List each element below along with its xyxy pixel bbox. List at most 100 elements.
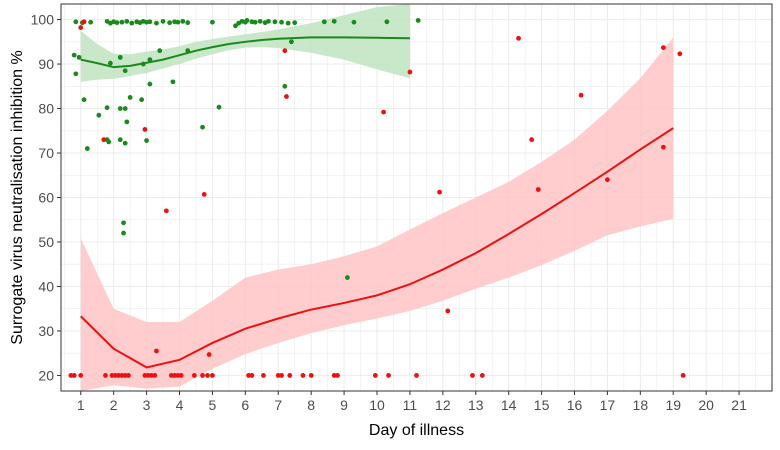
red-data-point [154, 348, 159, 354]
x-tick-label: 20 [698, 397, 714, 413]
red-data-point [201, 191, 207, 197]
red-data-point [116, 373, 122, 378]
green-data-point [216, 104, 222, 110]
red-data-point [279, 373, 284, 378]
red-data-point [282, 48, 288, 54]
red-data-point [71, 373, 77, 378]
red-data-point [437, 189, 442, 195]
green-data-point [114, 20, 120, 26]
green-data-point [282, 83, 288, 89]
green-data-point [244, 18, 250, 23]
green-data-point [71, 52, 77, 58]
green-data-point [88, 19, 94, 25]
red-data-point [407, 69, 413, 75]
red-data-point [680, 373, 686, 378]
red-confidence-band [80, 37, 674, 391]
green-data-point [265, 18, 271, 24]
green-data-point [147, 57, 153, 63]
x-tick-label: 8 [307, 397, 315, 413]
green-data-point [117, 54, 123, 60]
green-data-point [81, 97, 87, 103]
red-data-point [445, 308, 451, 314]
x-tick-label: 6 [241, 397, 249, 413]
green-data-point [289, 39, 294, 45]
red-data-point [200, 373, 205, 378]
green-data-point [384, 19, 390, 25]
green-data-point [119, 19, 125, 25]
x-tick-label: 19 [665, 397, 681, 413]
green-data-point [84, 146, 90, 151]
red-data-point [335, 373, 340, 378]
red-data-point [101, 137, 107, 143]
green-data-point [122, 68, 128, 74]
green-data-point [285, 20, 291, 26]
y-tick-label: 40 [38, 278, 54, 294]
red-data-point [249, 373, 255, 378]
green-data-point [292, 20, 298, 26]
green-data-point [147, 81, 153, 87]
green-data-point [73, 19, 79, 25]
red-data-point [122, 373, 128, 378]
red-data-point [479, 373, 485, 378]
green-data-point [252, 19, 258, 25]
green-data-point [147, 19, 153, 25]
green-data-point [73, 71, 79, 77]
red-data-point [516, 35, 521, 41]
green-data-point [233, 23, 238, 29]
green-data-point [185, 48, 191, 54]
x-tick-label: 12 [435, 397, 451, 413]
y-tick-label: 80 [38, 101, 54, 117]
red-data-point [578, 92, 584, 98]
x-axis-title: Day of illness [369, 422, 464, 439]
green-data-point [122, 106, 128, 111]
green-data-point [117, 137, 123, 143]
red-data-point [261, 373, 266, 378]
red-data-point [284, 94, 289, 99]
red-data-point [300, 373, 306, 378]
green-data-point [140, 61, 146, 67]
green-data-point [344, 275, 350, 280]
x-tick-label: 21 [731, 397, 747, 413]
green-data-point [351, 19, 357, 25]
red-data-point [386, 373, 391, 378]
green-data-point [124, 119, 130, 125]
red-data-point [660, 45, 666, 50]
red-data-point [275, 373, 281, 378]
green-data-point [129, 20, 135, 26]
red-data-point [152, 373, 158, 378]
green-data-point [121, 230, 126, 236]
y-axis-title: Surrogate virus neutralisation inhibitio… [9, 50, 26, 344]
data-points [68, 18, 686, 378]
red-data-point [142, 373, 148, 378]
x-tick-label: 15 [534, 397, 550, 413]
green-data-point [76, 54, 82, 60]
red-data-point [210, 373, 215, 378]
red-data-point [206, 352, 212, 357]
green-data-point [154, 20, 159, 26]
x-tick-label: 1 [77, 397, 85, 413]
green-data-point [104, 137, 110, 143]
x-tick-label: 10 [369, 397, 385, 413]
x-tick-label: 4 [176, 397, 184, 413]
red-data-point [68, 373, 74, 378]
red-data-point [414, 373, 419, 378]
y-tick-label: 30 [38, 323, 54, 339]
red-data-point [605, 177, 610, 183]
red-data-point [109, 373, 115, 378]
red-data-point [529, 137, 535, 143]
y-tick-label: 70 [38, 145, 54, 161]
x-tick-label: 11 [403, 397, 418, 413]
red-data-point [112, 373, 118, 378]
x-tick-label: 2 [110, 397, 118, 413]
y-tick-label: 60 [38, 190, 54, 206]
x-tick-label: 5 [209, 397, 217, 413]
green-data-point [185, 20, 191, 26]
green-data-point [160, 18, 166, 24]
red-data-point [81, 19, 87, 25]
y-tick-label: 100 [31, 12, 55, 28]
red-data-point [78, 373, 84, 378]
red-data-point [660, 144, 666, 150]
red-data-point [145, 373, 151, 378]
red-data-point [126, 373, 131, 378]
